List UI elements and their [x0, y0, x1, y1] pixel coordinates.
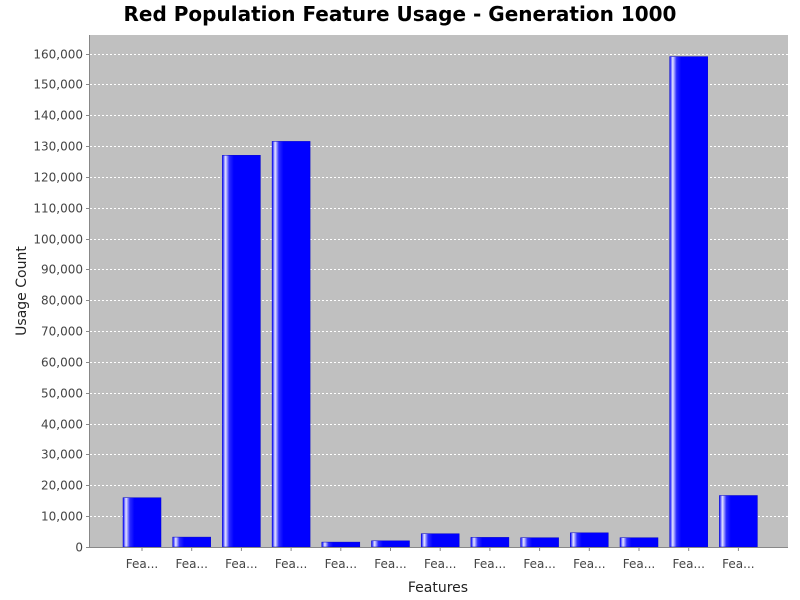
y-tick-label: 80,000: [41, 294, 83, 308]
y-tick-label: 0: [75, 541, 83, 555]
y-tick-label: 130,000: [33, 140, 83, 154]
x-tick-label: Fea...: [175, 557, 207, 571]
bar: [719, 495, 758, 548]
y-tick-label: 90,000: [41, 263, 83, 277]
x-tick-label: Fea...: [474, 557, 506, 571]
y-tick-label: 40,000: [41, 418, 83, 432]
y-tick-label: 140,000: [33, 109, 83, 123]
x-tick-label: Fea...: [275, 557, 307, 571]
x-axis-label: Features: [408, 580, 468, 596]
y-tick-label: 20,000: [41, 479, 83, 493]
chart-title: Red Population Feature Usage - Generatio…: [124, 2, 677, 26]
x-tick-label: Fea...: [126, 557, 158, 571]
y-tick-label: 50,000: [41, 387, 83, 401]
y-tick-label: 10,000: [41, 510, 83, 524]
x-tick-label: Fea...: [225, 557, 257, 571]
bar: [669, 56, 708, 548]
x-tick-label: Fea...: [672, 557, 704, 571]
bar: [420, 533, 460, 548]
x-tick-label: Fea...: [573, 557, 605, 571]
bar: [570, 532, 609, 548]
x-tick-label: Fea...: [374, 557, 406, 571]
bar: [520, 537, 559, 548]
bar: [271, 141, 311, 548]
x-tick-label: Fea...: [722, 557, 754, 571]
x-tick-label: Fea...: [623, 557, 655, 571]
x-tick-label: Fea...: [424, 557, 456, 571]
bar: [122, 497, 162, 548]
y-axis-label: Usage Count: [14, 246, 30, 336]
bar: [619, 537, 659, 548]
y-tick-label: 120,000: [33, 171, 83, 185]
y-tick-label: 100,000: [33, 233, 83, 247]
y-axis-ticks: 0 10,000 20,000 30,000 40,000 50,000 60,000 70,…: [33, 48, 90, 555]
y-tick-label: 160,000: [33, 48, 83, 62]
bar: [172, 536, 211, 548]
y-tick-label: 150,000: [33, 78, 83, 92]
x-axis-ticks: Fea... Fea... Fea... Fea... Fea... Fea... Fea.…: [126, 547, 755, 571]
y-tick-label: 110,000: [33, 202, 83, 216]
bar: [222, 155, 261, 548]
bars: [122, 56, 758, 548]
x-tick-label: Fea...: [325, 557, 357, 571]
y-tick-label: 30,000: [41, 448, 83, 462]
x-tick-label: Fea...: [523, 557, 555, 571]
bar: [321, 541, 361, 548]
bar: [470, 537, 510, 548]
y-tick-label: 60,000: [41, 356, 83, 370]
y-tick-label: 70,000: [41, 325, 83, 339]
bar: [371, 540, 410, 548]
